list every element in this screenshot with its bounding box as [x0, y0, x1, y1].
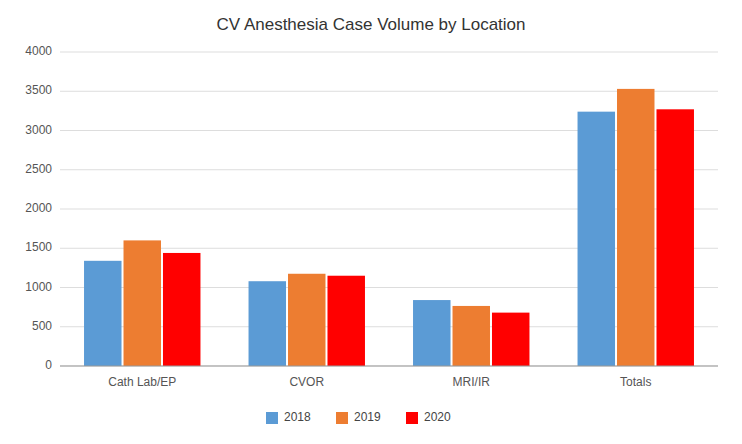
y-tick-label: 1000 [25, 280, 52, 294]
x-tick-label: Totals [620, 375, 651, 389]
page: Chart html, body { margin: 0; padding: 0… [0, 0, 742, 444]
y-tick-label: 2500 [25, 162, 52, 176]
x-tick-label: CVOR [289, 375, 324, 389]
y-axis: 0 500 1000 1500 2000 2500 3000 3500 4000 [25, 44, 718, 372]
y-tick-label: 3500 [25, 83, 52, 97]
y-tick-label: 1500 [25, 240, 52, 254]
bar [249, 281, 286, 366]
bar [617, 89, 654, 366]
chart-container: CV Anesthesia Case Volume by Location 0 50… [0, 0, 742, 444]
y-tick-label: 0 [45, 358, 52, 372]
legend: 2018 2019 2020 [266, 410, 451, 424]
bar [413, 300, 450, 366]
bar [84, 261, 121, 366]
grid-line [60, 366, 718, 367]
bar-series [84, 112, 615, 366]
bar [656, 109, 693, 366]
bar [288, 274, 325, 366]
legend-swatch [266, 412, 278, 424]
y-tick-label: 500 [32, 319, 52, 333]
legend-swatch [406, 412, 418, 424]
y-tick-label: 4000 [25, 44, 52, 58]
x-axis: Cath Lab/EP CVOR MRI/IR Totals [108, 375, 651, 389]
legend-label: 2020 [424, 410, 451, 424]
bars [84, 89, 694, 366]
x-tick-label: MRI/IR [453, 375, 491, 389]
bar [492, 313, 529, 366]
chart-svg: CV Anesthesia Case Volume by Location 0 50… [0, 0, 742, 444]
bar [163, 253, 200, 366]
bar [578, 112, 615, 366]
page-body: {"chart_data": {"type": "bar", "title": … [0, 0, 742, 444]
bar [453, 306, 490, 366]
y-tick-label: 3000 [25, 123, 52, 137]
bar-series [163, 109, 694, 366]
x-tick-label: Cath Lab/EP [108, 375, 176, 389]
legend-swatch [336, 412, 348, 424]
bar [327, 276, 364, 366]
bar-series [124, 89, 655, 366]
legend-label: 2019 [354, 410, 381, 424]
legend-label: 2018 [284, 410, 311, 424]
y-tick-label: 2000 [25, 201, 52, 215]
grid-line [60, 52, 718, 53]
bar [124, 240, 161, 366]
chart-title: CV Anesthesia Case Volume by Location [216, 15, 525, 34]
x-axis-line [60, 366, 718, 367]
